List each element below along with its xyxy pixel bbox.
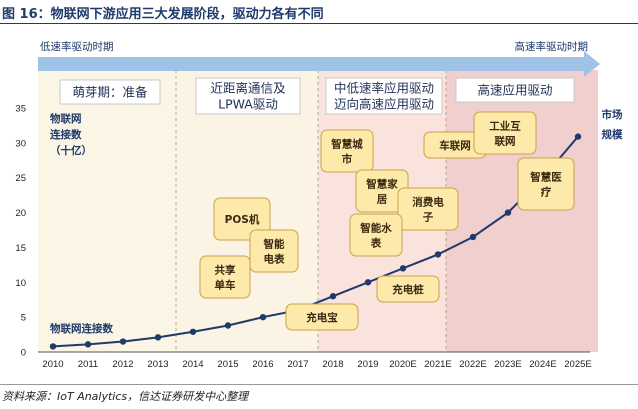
callout-label: 疗 — [541, 186, 552, 199]
callout-label: 智慧城 — [330, 138, 363, 151]
y-tick-label: 15 — [15, 243, 26, 254]
callout-label: 消费电 — [412, 196, 444, 209]
x-tick-label: 2012 — [112, 359, 133, 370]
callout-box — [349, 213, 403, 257]
stage-box-2 — [195, 77, 301, 115]
x-tick-label: 2025E — [564, 359, 591, 370]
callout-label: 车联网 — [439, 139, 471, 152]
figure-title: 图 16：物联网下游应用三大发展阶段，驱动力各有不同 — [2, 7, 324, 22]
data-point — [434, 251, 442, 258]
x-tick-label: 2016 — [252, 359, 273, 370]
y-axis-label: （十亿） — [50, 144, 92, 157]
data-point — [154, 334, 162, 341]
x-tick-label: 2014 — [182, 359, 203, 370]
data-point — [224, 322, 232, 329]
callout-box — [249, 229, 299, 273]
callout-label: 充电宝 — [306, 311, 338, 324]
callout-label: 电表 — [264, 253, 285, 266]
stage-box-3 — [325, 77, 443, 115]
data-point — [469, 233, 477, 241]
y-tick-label: 25 — [15, 173, 26, 184]
data-point — [259, 313, 267, 321]
callout-label: 联网 — [495, 135, 516, 148]
data-point — [364, 279, 372, 286]
data-point — [329, 293, 337, 300]
stage-box-4 — [455, 77, 575, 103]
callout-box — [376, 275, 440, 303]
right-axis-label: 规模 — [602, 128, 623, 141]
stage-label-4: 高速应用驱动 — [477, 83, 552, 98]
x-tick-label: 2011 — [78, 359, 98, 370]
callout-label: 表 — [370, 237, 382, 250]
callout-label: 智能水 — [359, 222, 392, 235]
bottom-rule — [0, 384, 638, 385]
stage-label-3: 中低速率应用驱动 — [334, 81, 434, 96]
x-tick-label: 2024E — [529, 359, 556, 370]
data-point — [574, 133, 582, 140]
right-axis-label: 市场 — [602, 108, 623, 121]
x-tick-label: 2017 — [287, 359, 308, 370]
y-axis-label: 物联网 — [50, 112, 82, 125]
stage-label-3: 迈向高速应用驱动 — [334, 97, 434, 112]
y-tick-label: 5 — [21, 313, 26, 324]
callout-box — [320, 129, 374, 173]
x-tick-label: 2013 — [147, 359, 168, 370]
y-tick-label: 35 — [15, 104, 26, 115]
callout-label: 子 — [423, 212, 434, 224]
source-note: 资料来源：IoT Analytics，信达证券研发中心整理 — [2, 390, 249, 403]
arrow-left-label: 低速率驱动时期 — [40, 40, 114, 53]
callout-label: 单车 — [215, 279, 236, 292]
y-tick-label: 10 — [15, 278, 26, 289]
callout-label: 工业互 — [489, 120, 521, 133]
x-tick-label: 2010 — [42, 359, 63, 370]
arrow-right-label: 高速率驱动时期 — [515, 40, 589, 53]
callout-label: 智慧医 — [529, 171, 562, 184]
callout-box — [517, 157, 575, 211]
x-tick-label: 2018 — [322, 359, 343, 370]
callout-label: 充电桩 — [392, 283, 424, 296]
y-tick-label: 0 — [21, 348, 26, 359]
title-rule — [0, 23, 638, 24]
y-tick-label: 20 — [15, 208, 26, 219]
stage-box-1 — [59, 79, 161, 105]
callout-label: 智能 — [263, 238, 285, 251]
callout-box — [473, 111, 537, 155]
stage-band-1 — [38, 70, 176, 352]
callout-label: 市 — [342, 153, 353, 166]
y-axis-label: 连接数 — [50, 128, 82, 141]
stage-label-1: 萌芽期：准备 — [72, 85, 148, 100]
x-tick-label: 2020E — [389, 359, 416, 370]
series-line — [52, 135, 579, 348]
x-tick-label: 2015 — [217, 359, 238, 370]
callout-box — [285, 303, 359, 331]
stage-label-2: 近距离通信及 — [210, 81, 286, 96]
period-arrow — [38, 51, 600, 77]
callout-label: 共享 — [215, 264, 236, 277]
x-tick-label: 2021E — [424, 359, 451, 370]
callout-box — [397, 187, 459, 231]
x-tick-label: 2023E — [494, 359, 521, 370]
x-tick-label: 2022E — [459, 359, 486, 370]
data-point — [119, 338, 127, 345]
callout-box — [199, 255, 251, 299]
data-point — [189, 328, 197, 335]
series-label: 物联网连接数 — [50, 322, 113, 335]
callout-label: 居 — [377, 194, 388, 206]
callout-label: 智慧家 — [365, 178, 398, 191]
data-point — [84, 341, 92, 348]
data-point — [49, 343, 57, 350]
stage-label-2: LPWA驱动 — [218, 97, 278, 112]
x-tick-label: 2019 — [357, 359, 378, 370]
data-point — [399, 265, 407, 272]
data-point — [504, 209, 512, 216]
y-tick-label: 30 — [15, 138, 26, 149]
callout-label: POS机 — [225, 213, 260, 226]
